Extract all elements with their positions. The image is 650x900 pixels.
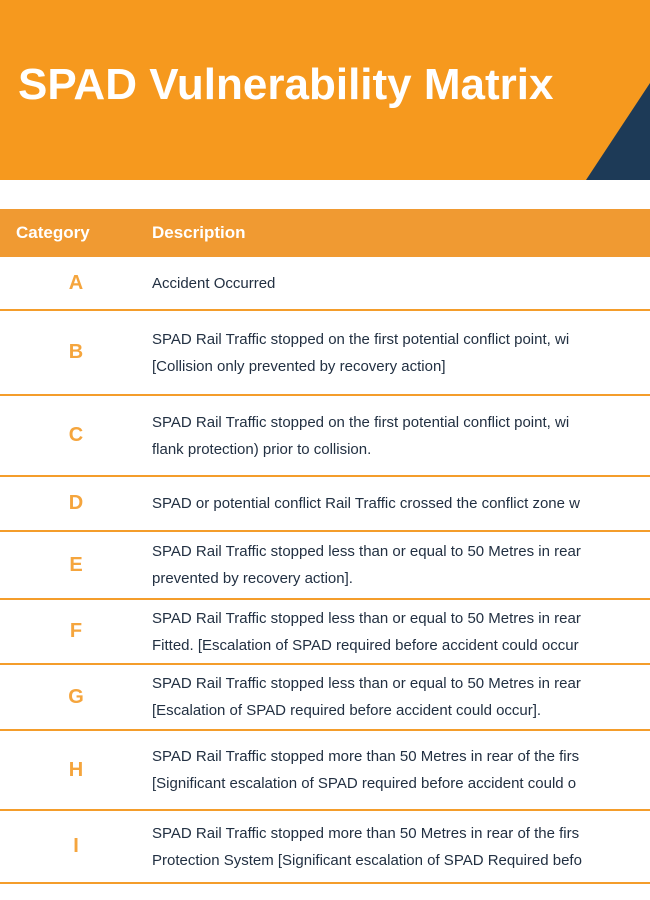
column-header-description: Description xyxy=(152,223,246,242)
table-row: C SPAD Rail Traffic stopped on the first… xyxy=(0,396,650,477)
description-line: SPAD Rail Traffic stopped less than or e… xyxy=(152,543,581,560)
description-line: [Escalation of SPAD required before acci… xyxy=(152,702,542,719)
description-line: [Collision only prevented by recovery ac… xyxy=(152,357,446,375)
description-cell: SPAD Rail Traffic stopped less than or e… xyxy=(152,532,650,598)
description-cell: SPAD Rail Traffic stopped on the first p… xyxy=(152,396,650,475)
category-cell: F xyxy=(69,620,83,642)
description-line: SPAD Rail Traffic stopped on the first p… xyxy=(152,330,570,348)
description-line: flank protection) prior to collision. xyxy=(152,440,372,458)
description-line: prevented by recovery action]. xyxy=(152,570,353,587)
title-banner: SPAD Vulnerability Matrix xyxy=(0,0,650,180)
table-row: B SPAD Rail Traffic stopped on the first… xyxy=(0,311,650,396)
description-line: SPAD Rail Traffic stopped less than or e… xyxy=(152,675,581,692)
description-cell: SPAD Rail Traffic stopped more than 50 M… xyxy=(152,731,650,809)
table-row: F SPAD Rail Traffic stopped less than or… xyxy=(0,600,650,665)
description-line: SPAD Rail Traffic stopped more than 50 M… xyxy=(152,748,580,765)
table-header-row: Category Description xyxy=(0,209,650,257)
category-cell: A xyxy=(68,271,84,294)
description-cell: SPAD Rail Traffic stopped less than or e… xyxy=(152,665,650,729)
corner-triangle-decoration xyxy=(586,83,650,180)
table-row: G SPAD Rail Traffic stopped less than or… xyxy=(0,665,650,731)
description-cell: SPAD Rail Traffic stopped less than or e… xyxy=(152,600,650,663)
description-line: SPAD Rail Traffic stopped more than 50 M… xyxy=(152,824,580,842)
table-row: A Accident Occurred xyxy=(0,257,650,311)
banner-gap xyxy=(0,180,650,209)
table-row: I SPAD Rail Traffic stopped more than 50… xyxy=(0,811,650,884)
category-cell: E xyxy=(69,553,83,576)
table-row: H SPAD Rail Traffic stopped more than 50… xyxy=(0,731,650,811)
page-title: SPAD Vulnerability Matrix xyxy=(18,60,554,109)
description-line: SPAD Rail Traffic stopped on the first p… xyxy=(152,413,570,431)
description-cell: SPAD Rail Traffic stopped more than 50 M… xyxy=(152,811,650,882)
category-cell: C xyxy=(68,424,84,446)
description-line: Fitted. [Escalation of SPAD required bef… xyxy=(152,636,579,654)
description-cell: Accident Occurred xyxy=(152,257,650,309)
category-cell: G xyxy=(68,685,84,708)
description-cell: SPAD Rail Traffic stopped on the first p… xyxy=(152,311,650,394)
table-row: D SPAD or potential conflict Rail Traffi… xyxy=(0,477,650,532)
category-cell: H xyxy=(68,758,84,781)
column-header-category: Category xyxy=(16,223,90,242)
description-line: SPAD or potential conflict Rail Traffic … xyxy=(152,495,580,512)
description-line: Accident Occurred xyxy=(152,274,276,292)
category-cell: B xyxy=(68,341,84,363)
description-line: SPAD Rail Traffic stopped less than or e… xyxy=(152,609,581,627)
category-cell: D xyxy=(68,492,84,514)
category-cell: I xyxy=(73,835,79,857)
description-cell: SPAD or potential conflict Rail Traffic … xyxy=(152,477,650,530)
description-line: [Significant escalation of SPAD required… xyxy=(152,775,577,792)
description-line: Protection System [Significant escalatio… xyxy=(152,851,582,869)
table-row: E SPAD Rail Traffic stopped less than or… xyxy=(0,532,650,600)
